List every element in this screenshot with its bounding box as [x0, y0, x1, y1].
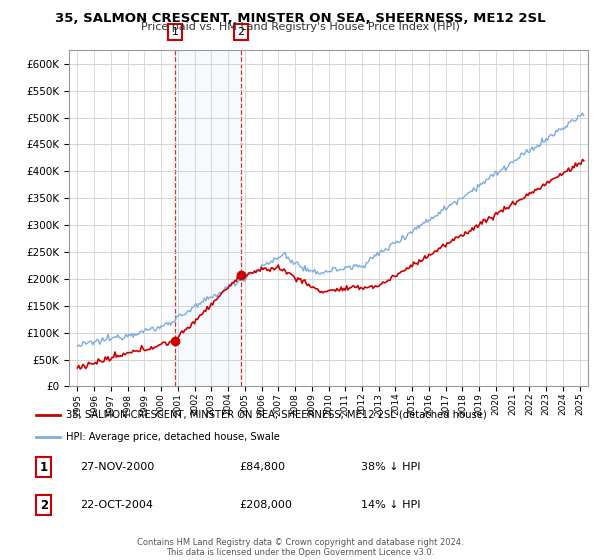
Text: Contains HM Land Registry data © Crown copyright and database right 2024.
This d: Contains HM Land Registry data © Crown c… [137, 538, 463, 557]
Text: HPI: Average price, detached house, Swale: HPI: Average price, detached house, Swal… [66, 432, 280, 442]
Text: 2: 2 [237, 27, 244, 37]
Text: Price paid vs. HM Land Registry's House Price Index (HPI): Price paid vs. HM Land Registry's House … [140, 22, 460, 32]
Text: 2: 2 [40, 499, 48, 512]
Text: £84,800: £84,800 [240, 463, 286, 473]
Text: 22-OCT-2004: 22-OCT-2004 [80, 500, 152, 510]
Text: 1: 1 [40, 461, 48, 474]
Text: 1: 1 [172, 27, 179, 37]
Text: 35, SALMON CRESCENT, MINSTER ON SEA, SHEERNESS, ME12 2SL (detached house): 35, SALMON CRESCENT, MINSTER ON SEA, SHE… [66, 409, 487, 419]
Text: 27-NOV-2000: 27-NOV-2000 [80, 463, 154, 473]
Text: 35, SALMON CRESCENT, MINSTER ON SEA, SHEERNESS, ME12 2SL: 35, SALMON CRESCENT, MINSTER ON SEA, SHE… [55, 12, 545, 25]
Bar [175, 50, 241, 386]
Text: £208,000: £208,000 [240, 500, 293, 510]
Text: 38% ↓ HPI: 38% ↓ HPI [361, 463, 421, 473]
Text: 14% ↓ HPI: 14% ↓ HPI [361, 500, 421, 510]
